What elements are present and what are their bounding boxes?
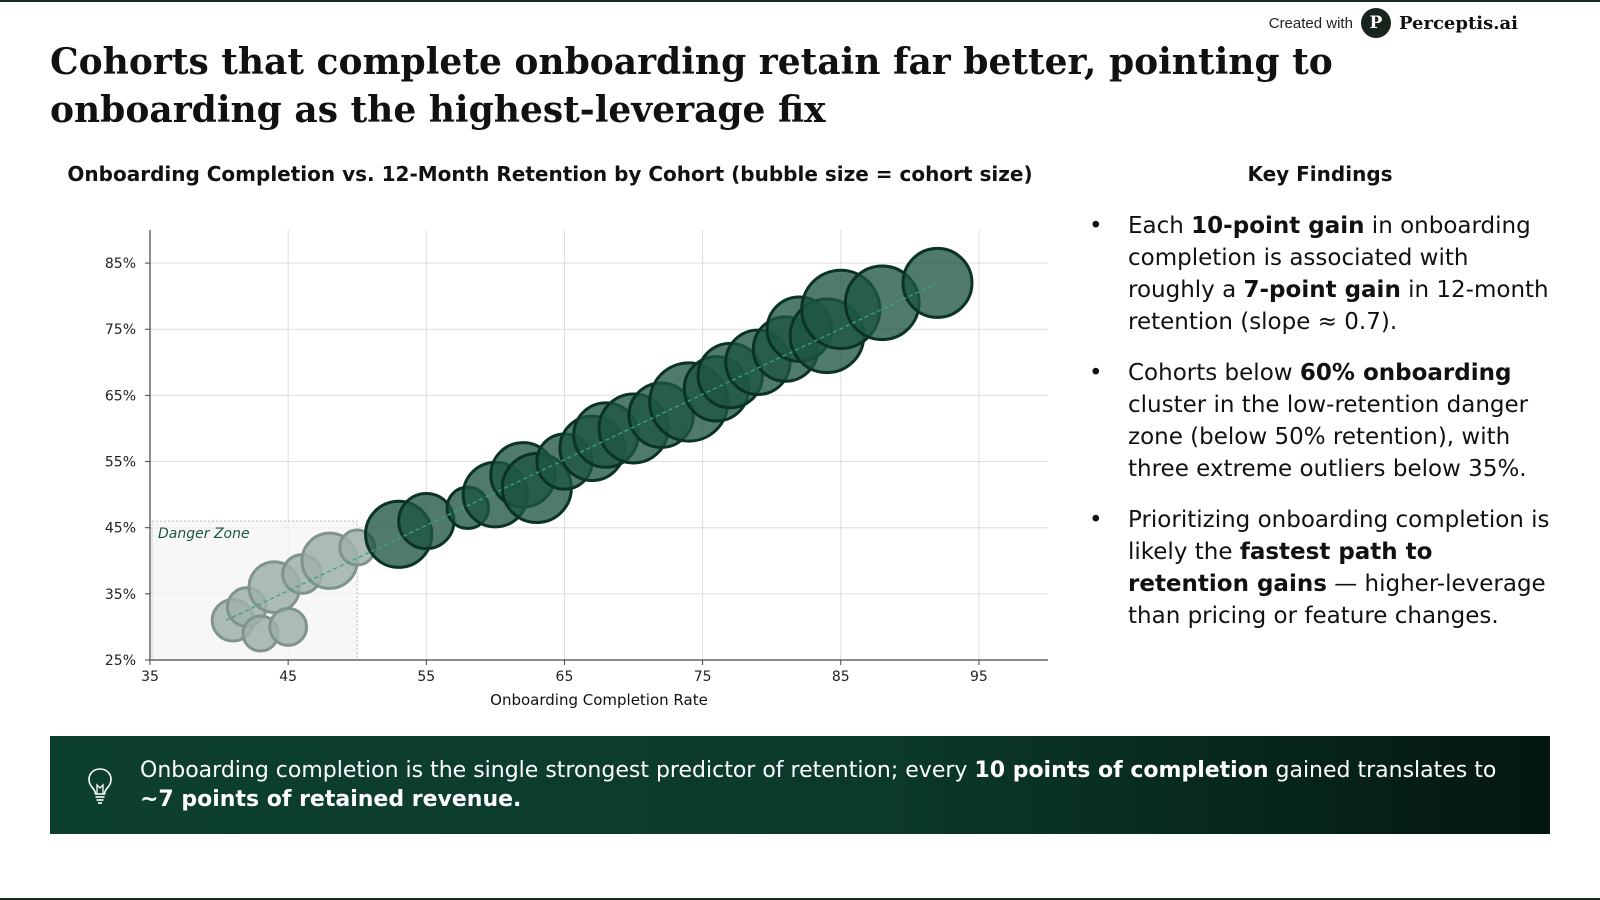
chart-title: Onboarding Completion vs. 12-Month Reten… [67, 162, 1033, 186]
banner-text: Onboarding completion is the single stro… [140, 756, 1530, 814]
x-tick-label: 55 [417, 669, 435, 685]
finding-item: • Cohorts below 60% onboarding cluster in… [1085, 357, 1555, 485]
brand-prefix: Created with [1268, 14, 1353, 32]
y-tick-label: 85% [105, 256, 136, 272]
finding-segment: 60% onboarding [1299, 360, 1512, 386]
data-bubble [268, 607, 309, 647]
brand-badge: Created with P Perceptis.ai [1269, 8, 1518, 38]
y-tick-label: 25% [105, 653, 136, 669]
banner-segment: gained translates to [1268, 758, 1497, 783]
y-tick-label: 35% [105, 587, 136, 603]
finding-segment: 7-point gain [1243, 277, 1401, 303]
takeaway-banner: Onboarding completion is the single stro… [50, 736, 1550, 834]
x-tick-label: 45 [279, 669, 297, 685]
finding-segment: fastest path to retention gains [1128, 539, 1433, 597]
finding-segment: 10-point gain [1191, 213, 1365, 239]
lightbulb-icon [88, 768, 112, 804]
finding-segment: — higher-leverage than pricing or featur… [1128, 571, 1546, 629]
finding-item: • Each 10-point gain in onboarding comple… [1085, 210, 1555, 338]
finding-segment: Prioritizing onboarding completion is li… [1128, 507, 1550, 565]
finding-item: • Prioritizing onboarding completion is l… [1085, 504, 1555, 632]
x-axis-label: Onboarding Completion Rate [490, 691, 708, 709]
brand-name: Perceptis.ai [1398, 12, 1518, 34]
banner-segment: ~7 points of retained revenue. [140, 787, 522, 812]
bullet-icon: • [1089, 360, 1103, 386]
y-tick-label: 65% [105, 388, 136, 404]
bullet-icon: • [1089, 507, 1103, 533]
x-tick-label: 95 [970, 669, 988, 685]
page-title: Cohorts that complete onboarding retain … [50, 41, 1333, 131]
bullet-icon: • [1089, 213, 1103, 239]
y-tick-label: 45% [105, 521, 136, 537]
banner-segment: Onboarding completion is the single stro… [140, 758, 975, 783]
bottom-rule [0, 898, 1600, 900]
x-tick-label: 85 [832, 669, 850, 685]
danger-zone-label: Danger Zone [158, 526, 250, 542]
x-tick-label: 65 [556, 669, 574, 685]
findings-title: Key Findings [1247, 162, 1393, 186]
findings-list: • Each 10-point gain in onboarding comple… [1085, 210, 1555, 651]
finding-segment: Cohorts below [1128, 360, 1300, 386]
finding-segment: cluster in the low-retention danger zone… [1128, 392, 1529, 482]
top-rule [0, 0, 1600, 2]
finding-segment: Each [1128, 213, 1192, 239]
x-tick-label: 35 [141, 669, 159, 685]
x-tick-label: 75 [694, 669, 712, 685]
banner-segment: 10 points of completion [974, 758, 1269, 783]
finding-segment: in onboarding completion is associated w… [1128, 213, 1531, 303]
data-bubble [397, 491, 456, 551]
y-tick-label: 75% [105, 322, 136, 338]
y-tick-label: 55% [105, 455, 136, 471]
brand-logo-icon: P [1360, 8, 1391, 38]
trend-line [225, 282, 938, 621]
finding-segment: in 12-month retention (slope ≈ 0.7). [1128, 277, 1549, 335]
